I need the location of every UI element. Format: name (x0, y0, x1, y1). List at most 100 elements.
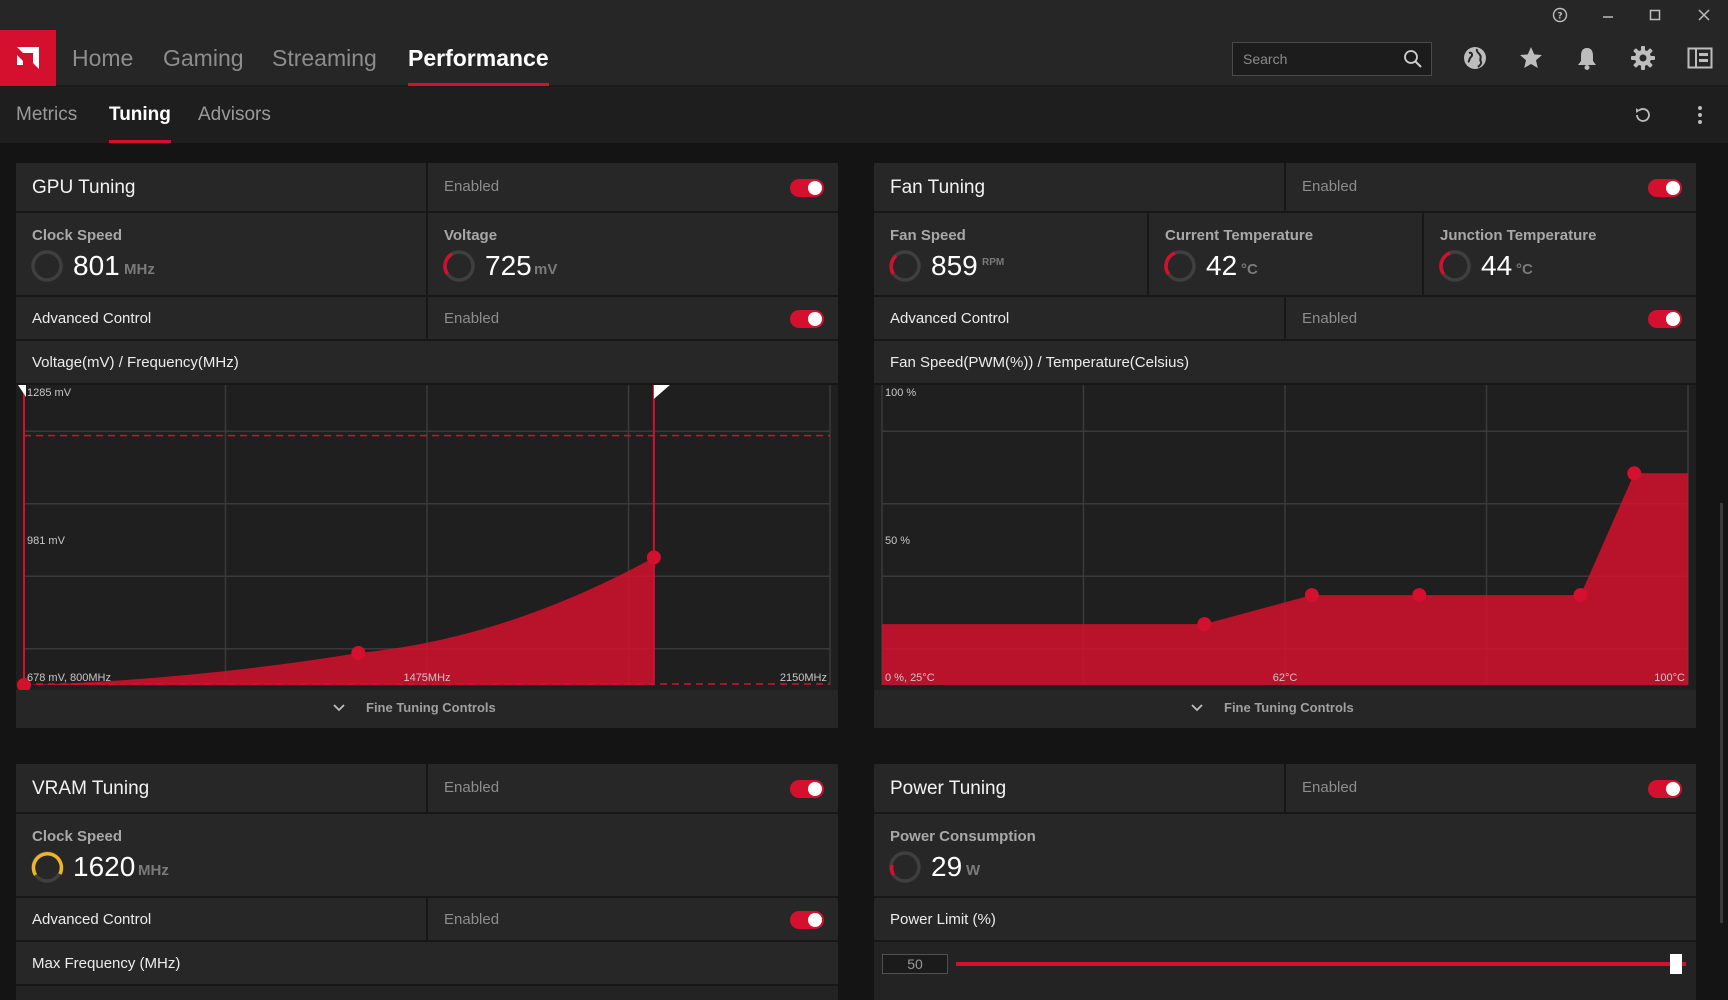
title-bar: ? (0, 0, 1728, 30)
settings-gear-icon[interactable] (1627, 42, 1659, 74)
svg-text:?: ? (1557, 12, 1562, 22)
fan-tuning-header: Fan Tuning Enabled (874, 163, 1696, 213)
clock-speed-unit: MHz (124, 261, 155, 278)
gpu-fine-tuning-bar[interactable]: Fine Tuning Controls (16, 690, 838, 728)
y-axis-mid-label: 50 % (885, 535, 910, 547)
advanced-control-label: Advanced Control (890, 310, 1010, 327)
vram-clock-speed-gauge (31, 851, 64, 883)
tuning-content: GPU Tuning Enabled Clock Speed 801 MHz V… (0, 143, 1728, 1000)
voltage-unit: mV (534, 261, 558, 278)
power-tuning-toggle[interactable] (1648, 780, 1682, 798)
chevron-down-icon[interactable] (1187, 698, 1207, 718)
power-limit-row: Power Limit (%) (874, 898, 1696, 942)
search-icon[interactable] (1403, 49, 1423, 69)
power-consumption-label: Power Consumption (890, 828, 1036, 845)
panel-title: VRAM Tuning (32, 778, 150, 799)
max-frequency-label: Max Frequency (MHz) (32, 955, 181, 972)
nav-tab-performance[interactable]: Performance (408, 30, 549, 86)
panel-title: Power Tuning (890, 778, 1007, 799)
advanced-control-label: Advanced Control (32, 911, 152, 928)
power-limit-slider-row: 50 (874, 942, 1696, 986)
close-icon[interactable] (1691, 4, 1717, 26)
x-axis-max-label: 100°C (1654, 672, 1685, 684)
vram-clock-speed-value: 1620 (73, 851, 136, 882)
voltage-value: 725 (485, 250, 532, 281)
maximize-icon[interactable] (1642, 4, 1668, 26)
x-axis-mid-label: 62°C (1273, 672, 1298, 684)
curve-point (1627, 466, 1642, 481)
gpu-tuning-toggle[interactable] (790, 179, 824, 197)
curve-point (17, 678, 31, 690)
curve-point (1573, 588, 1588, 603)
max-frequency-handle-icon (653, 385, 670, 399)
curve-point (351, 645, 366, 660)
amd-logo-icon[interactable] (0, 30, 56, 86)
curve-point (1197, 617, 1212, 632)
vram-tuning-header: VRAM Tuning Enabled (16, 764, 838, 814)
favorites-star-icon[interactable] (1515, 42, 1547, 74)
fan-curve-chart[interactable]: 100 % 50 % 0 %, 25°C 62°C 100°C (874, 385, 1696, 690)
reset-icon[interactable] (1629, 101, 1657, 129)
vram-tuning-panel: VRAM Tuning Enabled Clock Speed 1620 MHz… (16, 764, 838, 1000)
fan-speed-label: Fan Speed (890, 227, 966, 244)
fine-tuning-controls-label[interactable]: Fine Tuning Controls (366, 700, 496, 715)
power-limit-slider-track[interactable] (956, 962, 1686, 966)
panel-title: Fan Tuning (890, 177, 986, 198)
vf-curve-chart[interactable]: 1285 mV 981 mV 678 mV, 800MHz 1475MHz 2150MH… (16, 385, 838, 690)
vram-advanced-control-toggle[interactable] (790, 911, 824, 929)
fine-tuning-controls-label[interactable]: Fine Tuning Controls (1224, 700, 1354, 715)
gpu-tuning-panel: GPU Tuning Enabled Clock Speed 801 MHz V… (16, 163, 838, 728)
sub-nav: Metrics Tuning Advisors (0, 87, 1728, 143)
gpu-tuning-header: GPU Tuning Enabled (16, 163, 838, 213)
nav-tab-home[interactable]: Home (72, 45, 134, 71)
vram-advanced-control-row: Advanced Control Enabled (16, 898, 838, 942)
scrollbar[interactable] (1720, 503, 1723, 923)
x-axis-max-label: 2150MHz (780, 672, 827, 684)
gpu-advanced-control-toggle[interactable] (790, 310, 824, 328)
fan-advanced-control-row: Advanced Control Enabled (874, 297, 1696, 341)
voltage-gauge (443, 250, 475, 282)
fan-speed-unit: RPM (982, 257, 1005, 268)
fan-advanced-control-toggle[interactable] (1648, 310, 1682, 328)
vram-metrics-row: Clock Speed 1620 MHz (16, 814, 838, 898)
power-limit-value-field[interactable]: 50 (882, 954, 948, 974)
globe-icon[interactable] (1459, 42, 1491, 74)
sidebar-panel-icon[interactable] (1684, 42, 1716, 74)
power-consumption-value: 29 (931, 851, 963, 882)
origin-label: 678 mV, 800MHz (27, 672, 111, 684)
vram-tuning-toggle[interactable] (790, 780, 824, 798)
tab-metrics[interactable]: Metrics (16, 104, 78, 125)
minimize-icon[interactable] (1595, 4, 1621, 26)
fan-fine-tuning-bar[interactable]: Fine Tuning Controls (874, 690, 1696, 728)
current-temperature-value: 42 (1206, 250, 1238, 281)
nav-tab-streaming[interactable]: Streaming (272, 45, 377, 71)
tab-advisors[interactable]: Advisors (198, 104, 271, 125)
clock-speed-gauge (31, 250, 63, 282)
notifications-bell-icon[interactable] (1571, 42, 1603, 74)
power-limit-slider-thumb[interactable] (1670, 954, 1682, 974)
help-icon[interactable]: ? (1547, 4, 1573, 26)
panel-title: GPU Tuning (32, 177, 136, 198)
vf-curve-svg[interactable]: 1285 mV 981 mV 678 mV, 800MHz 1475MHz 2150MH… (16, 385, 838, 690)
power-tuning-panel: Power Tuning Enabled Power Consumption 2… (874, 764, 1696, 1000)
fan-metrics-row: Fan Speed 859 RPM Current Temperature 42… (874, 213, 1696, 297)
fan-curve-svg[interactable]: 100 % 50 % 0 %, 25°C 62°C 100°C (874, 385, 1696, 690)
fan-tuning-panel: Fan Tuning Enabled Fan Speed 859 RPM Cur… (874, 163, 1696, 728)
advanced-control-state: Enabled (444, 310, 500, 327)
chevron-down-icon[interactable] (329, 698, 349, 718)
tab-tuning[interactable]: Tuning (109, 87, 171, 143)
min-frequency-handle-icon (18, 385, 26, 397)
curve-point (646, 550, 661, 565)
gpu-tuning-state: Enabled (444, 178, 500, 195)
search-input[interactable] (1243, 43, 1393, 75)
current-temperature-gauge (1164, 250, 1196, 282)
search-box[interactable] (1232, 42, 1432, 76)
clock-speed-label: Clock Speed (32, 227, 123, 244)
fan-tuning-toggle[interactable] (1648, 179, 1682, 197)
voltage-label: Voltage (444, 227, 498, 244)
nav-tab-gaming[interactable]: Gaming (163, 45, 244, 71)
curve-point (1412, 588, 1427, 603)
more-options-icon[interactable] (1686, 101, 1714, 129)
power-tuning-state: Enabled (1302, 779, 1358, 796)
curve-area-fill (882, 473, 1688, 685)
